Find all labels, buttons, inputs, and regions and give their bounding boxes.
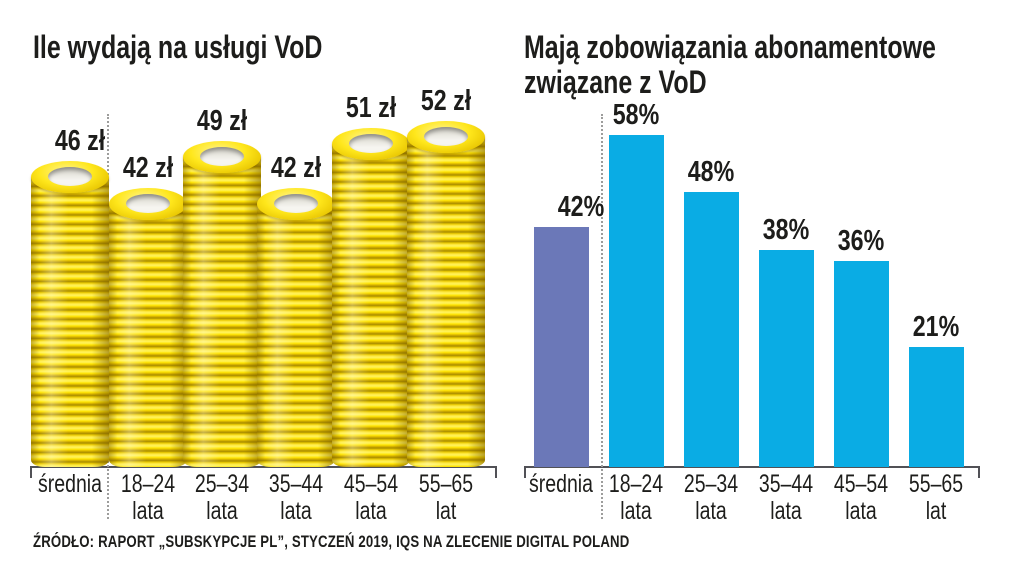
category-label: 55–65 lat (878, 471, 995, 525)
category-label: średnia (503, 471, 620, 498)
coin-stack-hole (48, 167, 92, 186)
coin-stack (332, 128, 410, 467)
category-label-line: 18–24 (608, 470, 664, 498)
bar (683, 192, 739, 467)
axis-line (524, 466, 980, 478)
coin-stack (407, 121, 485, 467)
coin-stack-top (31, 161, 109, 193)
category-label-line: lata (845, 497, 877, 525)
coin-stack-top (257, 188, 335, 220)
coin-stack (109, 188, 187, 467)
value-label: 48% (687, 156, 735, 188)
category-label: 45–54 lata (803, 471, 920, 525)
category-label: 55–65 lat (388, 471, 505, 525)
category-label-line: lata (695, 497, 727, 525)
coin-stack (257, 188, 335, 467)
bar-average (533, 227, 589, 467)
category-label-line: lata (280, 497, 312, 525)
category-label: 35–44 lata (728, 471, 845, 525)
value-label: 42% (557, 191, 605, 223)
coin-stack-body (31, 177, 109, 467)
bar (908, 347, 964, 467)
category-label-line: średnia (529, 470, 593, 498)
coin-stack-top (332, 128, 410, 160)
category-label-line: 35–44 (758, 470, 814, 498)
value-label: 52 zł (420, 85, 472, 117)
axis-line (30, 466, 497, 478)
category-label-line: 45–54 (833, 470, 889, 498)
coin-stack (31, 161, 109, 467)
category-label: 45–54 lata (313, 471, 430, 525)
average-separator-line (601, 114, 603, 519)
category-label-line: lata (132, 497, 164, 525)
coin-stack (183, 141, 261, 467)
category-label-line: 25–34 (683, 470, 739, 498)
coin-stack-body (109, 204, 187, 467)
category-label-line: 18–24 (120, 470, 176, 498)
category-label-line: 45–54 (343, 470, 399, 498)
category-label: 25–34 lata (653, 471, 770, 525)
category-label-line: lata (355, 497, 387, 525)
coin-stack-body (407, 137, 485, 467)
coin-stack-body (183, 157, 261, 467)
coin-stack-body (257, 204, 335, 467)
bar (833, 261, 889, 467)
category-label-line: średnia (38, 470, 102, 498)
value-label: 38% (762, 214, 810, 246)
value-label: 42 zł (122, 152, 174, 184)
value-label: 49 zł (196, 105, 248, 137)
category-label-line: lat (925, 497, 947, 525)
category-label-line: lata (770, 497, 802, 525)
coin-stack-hole (424, 127, 468, 146)
right-chart-title: Mają zobowiązania abonamentowe związane … (524, 30, 936, 100)
source-line: ŹRÓDŁO: RAPORT „SUBSKYPCJE PL”, STYCZEŃ … (33, 533, 630, 551)
coin-stack-top (407, 121, 485, 153)
right-chart-title-line-2: związane z VoD (524, 64, 707, 100)
category-label-line: 25–34 (194, 470, 250, 498)
coin-stack-hole (200, 147, 244, 166)
category-label-line: 55–65 (908, 470, 964, 498)
coin-stack-hole (349, 134, 393, 153)
value-label: 58% (612, 99, 660, 131)
value-label: 42 zł (270, 152, 322, 184)
value-label: 46 zł (54, 125, 106, 157)
category-label: 18–24 lata (578, 471, 695, 525)
left-chart-title: Ile wydają na usługi VoD (33, 29, 323, 65)
bar (608, 135, 664, 467)
value-label: 21% (912, 311, 960, 343)
category-label-line: lat (435, 497, 457, 525)
category-label: 35–44 lata (238, 471, 355, 525)
coin-stack-hole (126, 194, 170, 213)
right-chart-title-line-1: Mają zobowiązania abonamentowe (524, 29, 936, 65)
coin-stack-top (109, 188, 187, 220)
bar (758, 250, 814, 467)
coin-stack-body (332, 144, 410, 467)
coin-stack-hole (274, 194, 318, 213)
value-label: 36% (837, 225, 885, 257)
category-label: średnia (12, 471, 129, 498)
category-label-line: lata (620, 497, 652, 525)
coin-stack-top (183, 141, 261, 173)
value-label: 51 zł (345, 92, 397, 124)
category-label: 18–24 lata (90, 471, 207, 525)
category-label-line: 35–44 (268, 470, 324, 498)
category-label-line: lata (206, 497, 238, 525)
category-label-line: 55–65 (418, 470, 474, 498)
category-label: 25–34 lata (164, 471, 281, 525)
